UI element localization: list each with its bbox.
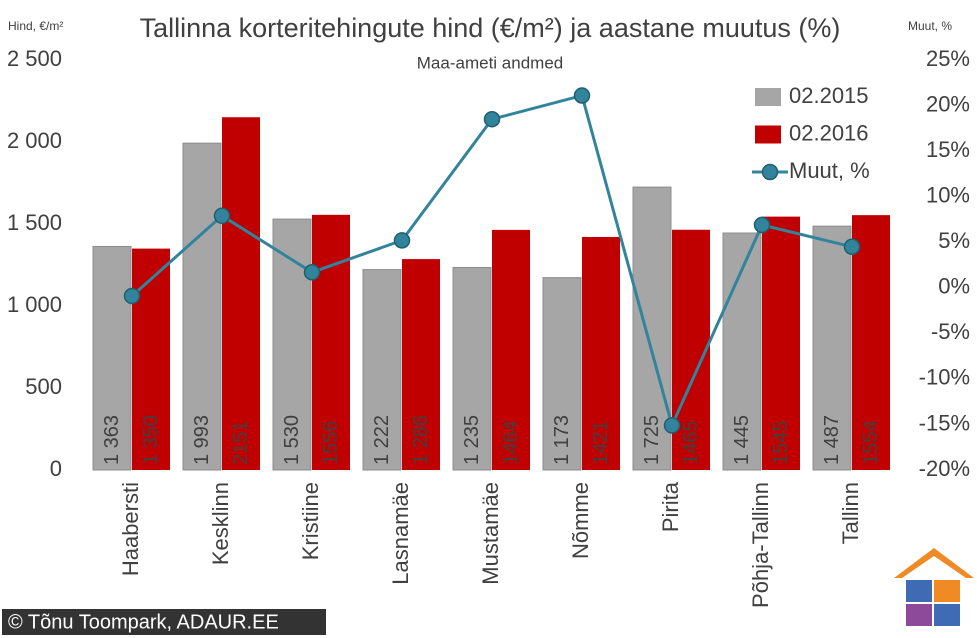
- bar: [852, 215, 890, 470]
- bar: [222, 117, 260, 471]
- value-label: 1 222: [371, 415, 393, 465]
- legend-label: 02.2015: [789, 83, 869, 108]
- y-tick-label: 2 000: [7, 128, 62, 153]
- bar: [542, 277, 582, 471]
- y2-tick-label: 0%: [938, 274, 970, 299]
- line-marker: [213, 207, 231, 225]
- legend-label: Muut, %: [789, 158, 870, 183]
- line-marker: [753, 216, 771, 234]
- y2-tick-label: -5%: [931, 319, 970, 344]
- value-label: 1464: [500, 421, 522, 466]
- x-tick-label: Kesklinn: [208, 482, 233, 565]
- x-tick-label: Haabersti: [118, 482, 143, 576]
- bar: [812, 225, 852, 471]
- legend-marker: [761, 163, 779, 181]
- value-label: 2151: [230, 421, 252, 466]
- y2-tick-label: -20%: [919, 456, 970, 481]
- credit: © Tõnu Toompark, ADAUR.EE: [8, 611, 279, 633]
- x-tick-label: Tallinn: [838, 482, 863, 544]
- value-label: 1 173: [551, 415, 573, 465]
- x-tick-label: Mustamäe: [478, 482, 503, 585]
- bar: [402, 259, 440, 470]
- value-label: 1 286: [410, 415, 432, 465]
- bar: [312, 214, 350, 470]
- bar: [132, 248, 170, 470]
- value-label: 1 445: [731, 415, 753, 465]
- value-label: 1 487: [821, 415, 843, 465]
- value-label: 1 363: [101, 415, 123, 465]
- x-tick-label: Lasnamäe: [388, 482, 413, 585]
- value-label: 1556: [320, 421, 342, 466]
- legend-swatch: [755, 88, 781, 106]
- y2-tick-label: -15%: [919, 410, 970, 435]
- line-marker: [123, 287, 141, 305]
- y2-axis-title: Muut, %: [908, 19, 952, 33]
- bar: [92, 245, 132, 471]
- x-tick-label: Põhja-Tallinn: [748, 482, 773, 608]
- logo: [894, 548, 974, 626]
- y2-tick-label: 5%: [938, 228, 970, 253]
- y-tick-label: 1 000: [7, 292, 62, 317]
- chart-subtitle: Maa-ameti andmed: [417, 53, 563, 72]
- y-tick-label: 2 500: [7, 46, 62, 71]
- line-marker: [483, 110, 501, 128]
- y-axis-title: Hind, €/m²: [8, 19, 63, 33]
- value-label: 1 350: [140, 415, 162, 465]
- credit-box: [2, 609, 326, 635]
- y-tick-label: 500: [25, 374, 62, 399]
- x-tick-label: Kristiine: [298, 482, 323, 560]
- value-label: 1465: [680, 421, 702, 466]
- line-marker: [843, 238, 861, 256]
- bar: [452, 266, 492, 471]
- y-tick-label: 0: [50, 456, 62, 481]
- bar: [762, 216, 800, 470]
- legend-label: 02.2016: [789, 120, 869, 145]
- value-label: 1 530: [281, 415, 303, 465]
- bar: [362, 269, 402, 471]
- line-marker: [663, 417, 681, 434]
- y-tick-label: 1 500: [7, 210, 62, 235]
- value-label: 1421: [590, 421, 612, 466]
- value-label: 1 235: [461, 415, 483, 465]
- value-label: 1554: [860, 421, 882, 466]
- x-tick-label: Nõmme: [568, 482, 593, 559]
- y2-tick-label: 15%: [926, 137, 970, 162]
- y2-tick-label: 25%: [926, 46, 970, 71]
- bar: [492, 229, 530, 470]
- value-label: 1545: [770, 421, 792, 466]
- line-marker: [393, 232, 411, 249]
- bar: [182, 142, 222, 471]
- value-label: 1 725: [641, 415, 663, 465]
- x-tick-label: Pirita: [658, 481, 683, 532]
- legend-swatch: [755, 125, 781, 144]
- line-marker: [303, 264, 321, 281]
- line-marker: [573, 87, 591, 104]
- y2-tick-label: 20%: [926, 91, 970, 116]
- value-label: 1 993: [191, 415, 213, 465]
- bar: [582, 236, 620, 470]
- chart-title: Tallinna korteritehingute hind (€/m²) ja…: [140, 13, 841, 43]
- y2-tick-label: -10%: [919, 365, 970, 390]
- y2-tick-label: 10%: [926, 182, 970, 207]
